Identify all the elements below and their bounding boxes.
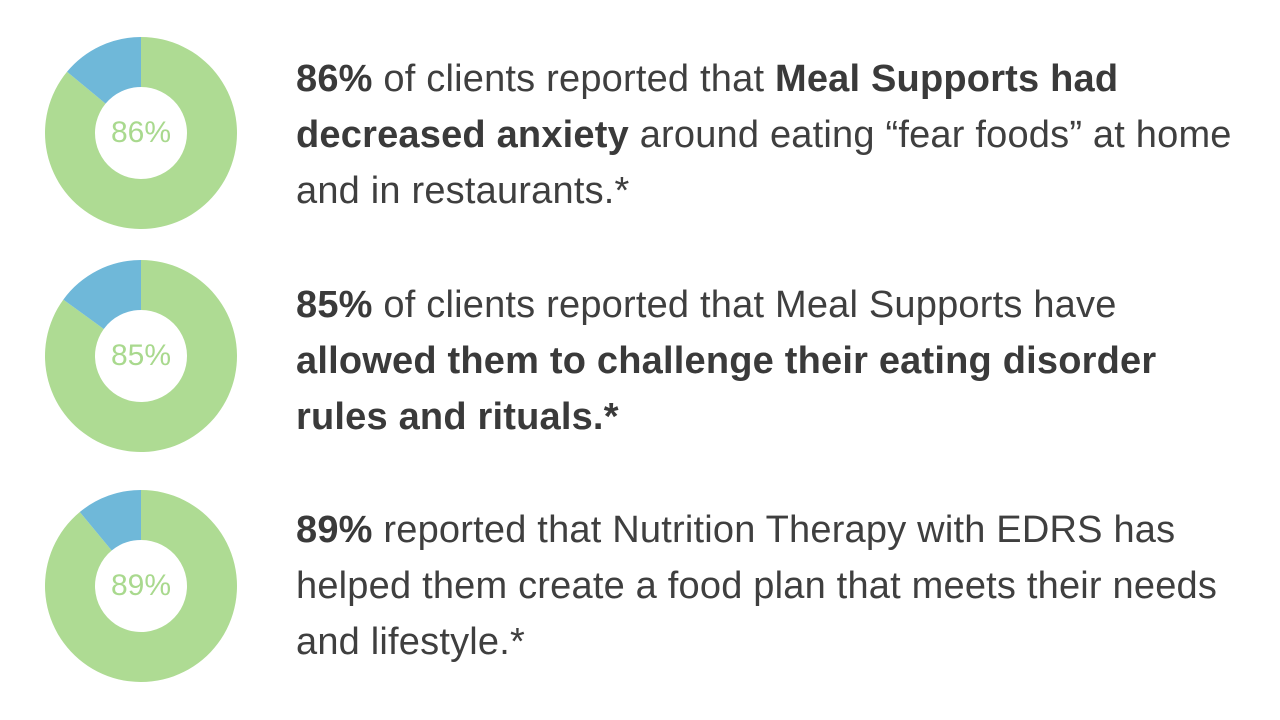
stat-text-segment: Meal Supports had decreased anxiety — [296, 58, 1119, 156]
stat-description: 86% of clients reported that Meal Suppor… — [296, 51, 1256, 219]
stat-text-segment: of clients reported that — [372, 58, 775, 100]
stat-description: 85% of clients reported that Meal Suppor… — [296, 277, 1256, 445]
donut-svg — [45, 37, 237, 229]
stat-text-segment: 89% — [296, 509, 373, 551]
donut-slice-reported — [45, 490, 237, 682]
donut-slice-reported — [45, 37, 237, 229]
stat-text-segment: 86% — [296, 58, 373, 100]
donut-chart: 85% — [45, 260, 237, 452]
stat-text-segment: reported that Nutrition Therapy with EDR… — [296, 509, 1218, 663]
stat-text-segment: around eating “fear foods” at home and i… — [296, 114, 1232, 212]
stat-text-segment: of clients reported that Meal Supports h… — [372, 284, 1117, 326]
donut-slice-reported — [45, 260, 237, 452]
donut-slice-other — [67, 37, 141, 104]
donut-svg — [45, 490, 237, 682]
stat-text-segment: allowed them to challenge their eating d… — [296, 340, 1157, 438]
stat-text-segment: 85% — [296, 284, 373, 326]
donut-slice-other — [63, 260, 141, 329]
donut-chart: 89% — [45, 490, 237, 682]
stat-description: 89% reported that Nutrition Therapy with… — [296, 502, 1256, 670]
donut-slice-other — [79, 490, 141, 551]
donut-chart: 86% — [45, 37, 237, 229]
donut-svg — [45, 260, 237, 452]
